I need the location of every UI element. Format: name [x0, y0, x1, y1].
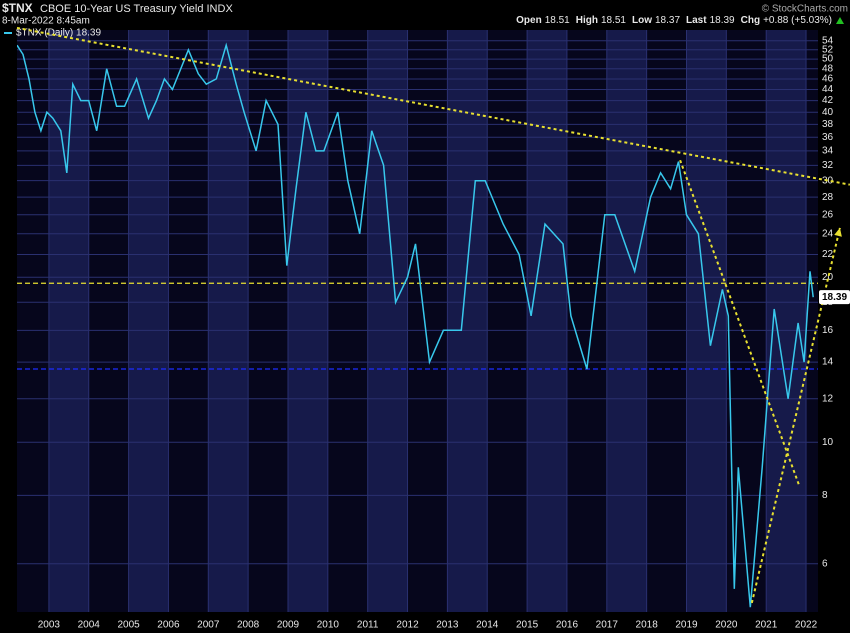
y-tick-label: 20	[822, 272, 834, 283]
trendline-arrow	[834, 227, 842, 237]
quote-key: High	[576, 15, 598, 26]
plot-clip	[17, 30, 818, 612]
x-tick-label: 2008	[237, 620, 260, 631]
credit: © StockCharts.com	[762, 4, 848, 15]
legend-label: $TNX (Daily) 18.39	[16, 28, 101, 39]
y-tick-label: 24	[822, 228, 834, 239]
quote-key: Open	[516, 15, 542, 26]
x-tick-label: 2003	[38, 620, 61, 631]
x-tick-label: 2011	[357, 620, 379, 631]
x-tick-label: 2009	[277, 620, 300, 631]
year-band	[287, 30, 328, 612]
trendline	[750, 227, 841, 604]
y-tick-label: 40	[822, 107, 834, 118]
x-tick-label: 2013	[436, 620, 459, 631]
x-tick-label: 2007	[197, 620, 220, 631]
quote-key: Chg	[741, 15, 760, 26]
change-arrow	[836, 17, 844, 24]
y-tick-label: 52	[822, 44, 834, 55]
y-tick-label: 6	[822, 558, 828, 569]
quote-value: 18.39	[710, 15, 735, 26]
x-tick-label: 2020	[715, 620, 738, 631]
y-tick-label: 22	[822, 249, 834, 260]
x-tick-label: 2004	[78, 620, 101, 631]
y-tick-label: 44	[822, 84, 834, 95]
quote-key: Last	[686, 15, 707, 26]
y-tick-label: 8	[822, 490, 828, 501]
x-tick-label: 2010	[317, 620, 340, 631]
y-tick-label: 42	[822, 95, 834, 106]
y-tick-label: 50	[822, 54, 834, 65]
quote-key: Low	[632, 15, 652, 26]
y-tick-label: 12	[822, 393, 834, 404]
x-tick-label: 2019	[675, 620, 698, 631]
quote: Open 18.51 High 18.51 Low 18.37 Last 18.39 Chg +0…	[516, 15, 832, 26]
year-band	[606, 30, 647, 612]
year-band	[447, 30, 488, 612]
year-band	[686, 30, 727, 612]
x-tick-label: 2005	[117, 620, 140, 631]
x-tick-label: 2015	[516, 620, 539, 631]
y-tick-label: 32	[822, 160, 834, 171]
chart-subtitle: 8-Mar-2022 8:45am	[2, 16, 90, 27]
quote-value: 18.51	[601, 15, 626, 26]
y-tick-label: 16	[822, 325, 834, 336]
y-tick-label: 48	[822, 63, 834, 74]
x-tick-label: 2018	[636, 620, 659, 631]
y-tick-label: 36	[822, 132, 834, 143]
year-band	[766, 30, 807, 612]
y-tick-label: 28	[822, 192, 834, 203]
last-price-tag	[819, 290, 850, 305]
year-band	[367, 30, 408, 612]
y-tick-label: 54	[822, 35, 834, 46]
year-band	[527, 30, 567, 612]
year-band	[208, 30, 249, 612]
y-tick-label: 34	[822, 146, 834, 157]
y-tick-label: 46	[822, 74, 834, 85]
last-price-label: 18.39	[822, 292, 847, 303]
x-tick-label: 2006	[157, 620, 180, 631]
y-tick-label: 26	[822, 209, 834, 220]
year-band	[128, 30, 169, 612]
trendline	[679, 159, 801, 488]
quote-value: +0.88 (+5.03%)	[763, 15, 832, 26]
price-line	[17, 42, 814, 608]
y-tick-label: 30	[822, 175, 834, 186]
x-tick-label: 2014	[476, 620, 499, 631]
year-band	[48, 30, 89, 612]
x-tick-label: 2022	[795, 620, 818, 631]
x-tick-label: 2016	[556, 620, 579, 631]
y-tick-label: 38	[822, 119, 834, 130]
x-tick-label: 2021	[755, 620, 778, 631]
y-tick-label: 10	[822, 437, 834, 448]
symbol: $TNX	[2, 1, 33, 15]
chart-title: CBOE 10-Year US Treasury Yield INDX	[40, 3, 233, 15]
y-tick-label: 14	[822, 357, 834, 368]
quote-value: 18.51	[545, 15, 570, 26]
x-tick-label: 2017	[596, 620, 619, 631]
x-tick-label: 2012	[396, 620, 419, 631]
quote-value: 18.37	[655, 15, 680, 26]
